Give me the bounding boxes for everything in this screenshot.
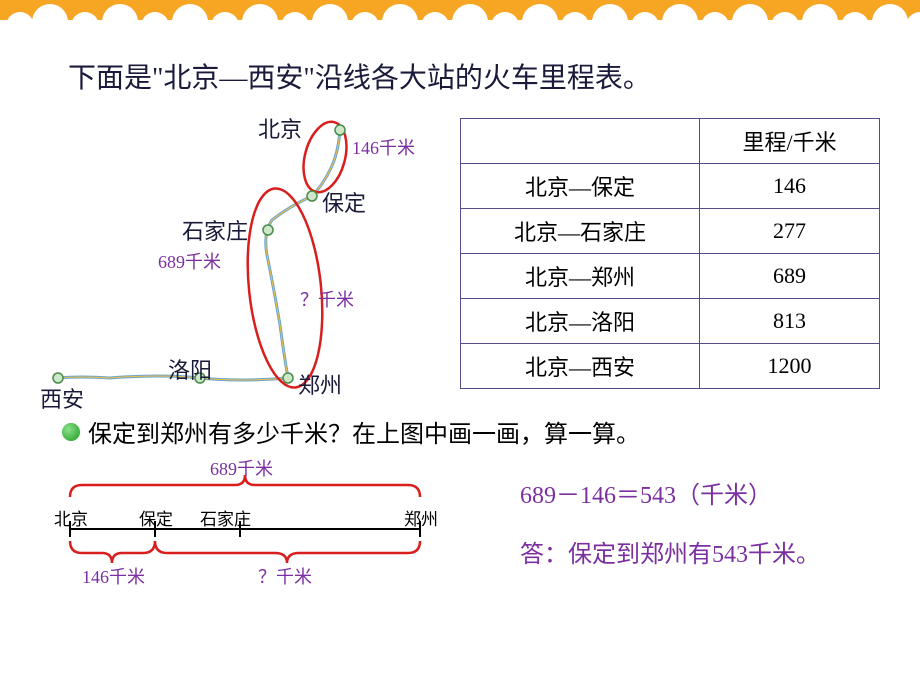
ld-bottom-right: ？千米: [258, 563, 312, 589]
cell-route: 北京—西安: [461, 344, 700, 389]
question-row: 保定到郑州有多少千米？在上图中画一画，算一算。: [62, 414, 920, 449]
mileage-table: 里程/千米 北京—保定 146 北京—石家庄 277 北京—郑州 689 北京—…: [460, 110, 880, 400]
label-shijiazhuang: 石家庄: [182, 214, 248, 246]
cell-dist: 813: [700, 299, 880, 344]
cell-route: 北京—郑州: [461, 254, 700, 299]
label-zhengzhou: 郑州: [298, 368, 342, 400]
table-row: 北京—保定 146: [461, 164, 880, 209]
content-row: 北京 保定 石家庄 郑州 洛阳 西安 146千米 689千米 ？千米 里程/千米…: [0, 110, 920, 400]
answer-text: 答：保定到郑州有543千米。: [520, 534, 880, 569]
table-row: 北京—郑州 689: [461, 254, 880, 299]
answer-area: 689－146＝543（千米） 答：保定到郑州有543千米。: [480, 457, 880, 587]
ld-sjz: 石家庄: [200, 505, 251, 530]
label-luoyang: 洛阳: [168, 353, 212, 385]
label-baoding: 保定: [322, 186, 366, 218]
bullet-icon: [62, 423, 80, 441]
line-diagram: 689千米 北京 保定 石家庄 郑州 146千米 ？千米: [40, 457, 480, 587]
cell-dist: 146: [700, 164, 880, 209]
cell-dist: 689: [700, 254, 880, 299]
table-row: 北京—洛阳 813: [461, 299, 880, 344]
question-text: 保定到郑州有多少千米？在上图中画一画，算一算。: [88, 414, 640, 449]
ld-bottom-left: 146千米: [82, 563, 145, 589]
anno-146: 146千米: [352, 134, 415, 160]
table-row: 北京—西安 1200: [461, 344, 880, 389]
cell-dist: 277: [700, 209, 880, 254]
anno-689: 689千米: [158, 248, 221, 274]
calculation: 689－146＝543（千米）: [520, 475, 880, 510]
anno-question: ？千米: [300, 286, 354, 312]
cloud-border: [0, 0, 920, 38]
label-beijing: 北京: [258, 112, 302, 144]
route-map: 北京 保定 石家庄 郑州 洛阳 西安 146千米 689千米 ？千米: [40, 110, 460, 400]
ld-top-anno: 689千米: [210, 455, 273, 481]
ld-zz: 郑州: [404, 505, 438, 530]
th-blank: [461, 119, 700, 164]
ld-bj: 北京: [54, 505, 88, 530]
cell-dist: 1200: [700, 344, 880, 389]
th-dist: 里程/千米: [700, 119, 880, 164]
cell-route: 北京—石家庄: [461, 209, 700, 254]
table-row: 北京—石家庄 277: [461, 209, 880, 254]
cell-route: 北京—洛阳: [461, 299, 700, 344]
page-title: 下面是"北京—西安"沿线各大站的火车里程表。: [68, 56, 920, 96]
bottom-row: 689千米 北京 保定 石家庄 郑州 146千米 ？千米 689－146＝543…: [0, 457, 920, 587]
ld-bd: 保定: [139, 505, 173, 530]
label-xian: 西安: [40, 382, 84, 414]
cell-route: 北京—保定: [461, 164, 700, 209]
